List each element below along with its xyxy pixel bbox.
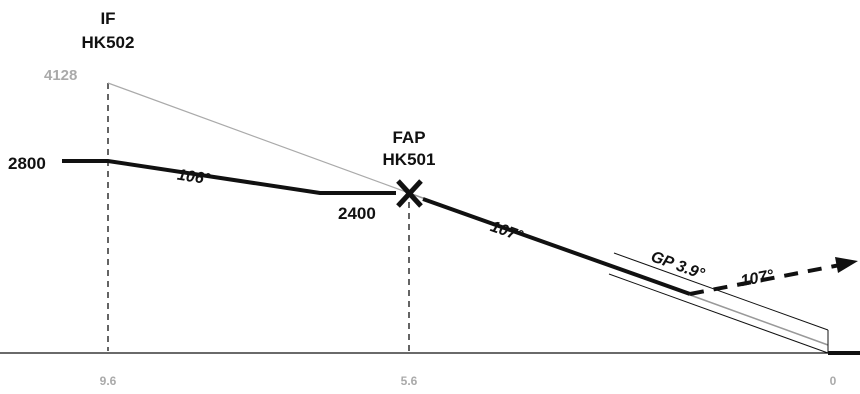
initial-altitude-label: 2800 [8,154,46,173]
missed-approach-arrow-icon [835,257,858,273]
distance-label-threshold: 0 [830,374,837,388]
distance-label-if: 9.6 [100,374,117,388]
fap-altitude-label: 2400 [338,204,376,223]
fap-name-label: HK501 [383,150,436,169]
if-name-label: HK502 [82,33,135,52]
glidepath-label: GP 3.9° [648,248,707,283]
if-type-label: IF [100,9,115,28]
glidepath-envelope-upper [613,252,829,331]
final-course-label: 107° [488,218,525,245]
missed-approach-line [689,263,841,296]
fap-type-label: FAP [392,128,425,147]
final-approach-segment [422,197,691,296]
if-altitude-label: 4128 [44,67,77,84]
approach-profile-path [62,159,396,195]
missed-course-label: 107° [739,267,775,290]
glidepath-envelope-lower [608,273,829,354]
if-altitude-reference-line [107,82,410,194]
distance-label-fap: 5.6 [401,374,418,388]
initial-course-label: 106° [176,167,212,189]
fap-cross-icon [396,179,423,208]
